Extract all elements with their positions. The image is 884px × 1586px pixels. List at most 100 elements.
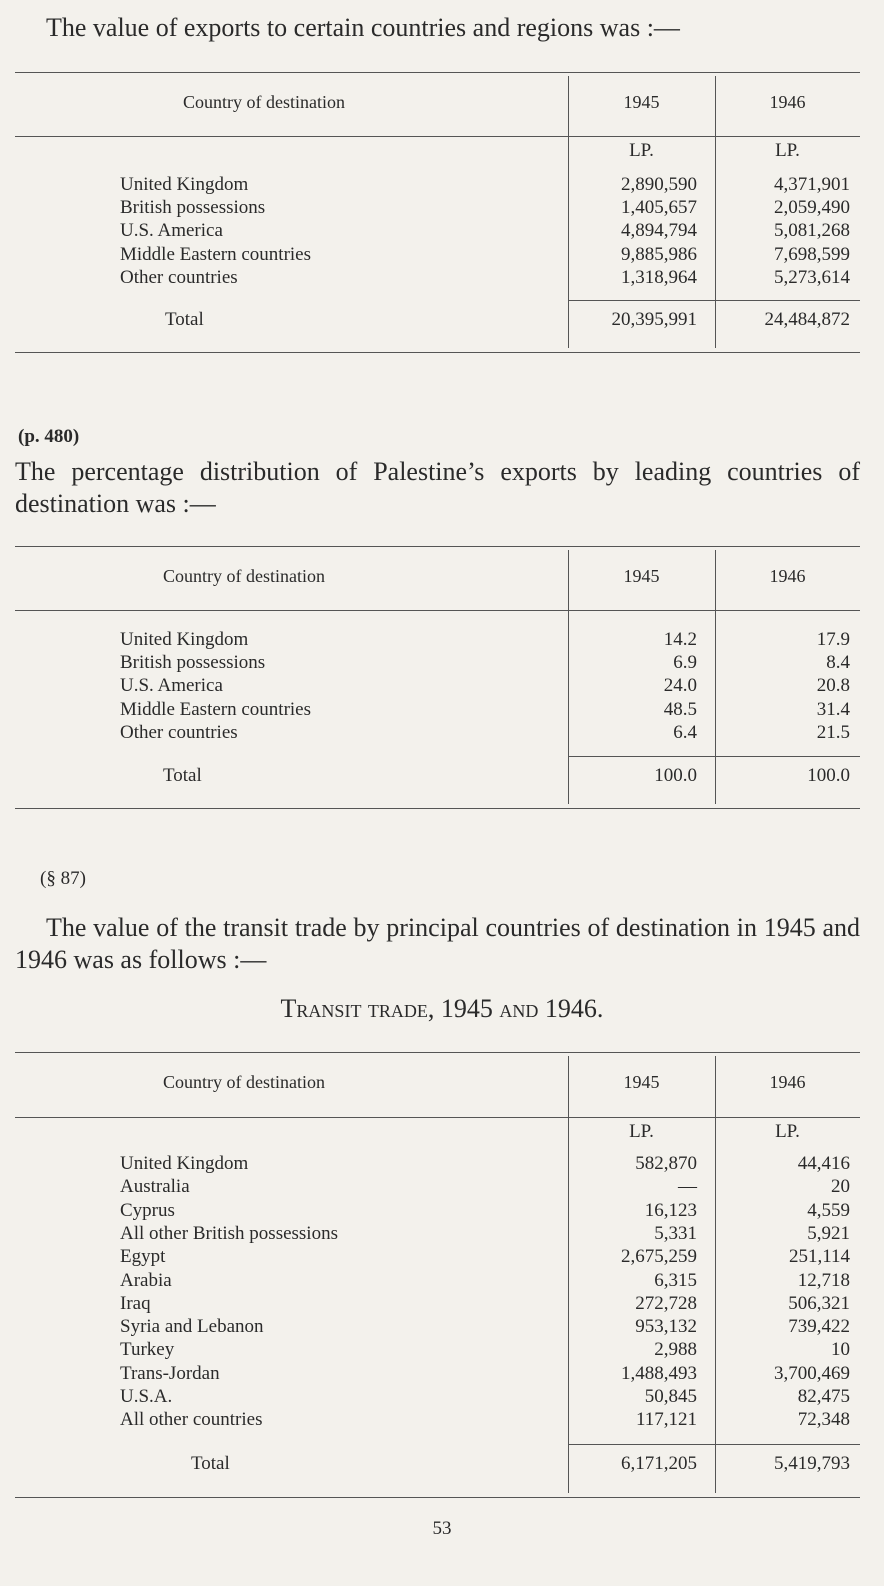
table-top-rule [15,72,860,73]
total-label: Total [163,765,202,786]
value-1945: 1,318,964 [621,266,697,288]
table-row: Syria and Lebanon 953,132 739,422 [15,1316,860,1339]
value-1945: 24.0 [663,675,697,697]
table-row: U.S.A. 50,845 82,475 [15,1386,860,1409]
country-name: United Kingdom [120,629,249,650]
column-divider [568,1056,569,1493]
value-1946: 5,273,614 [774,266,850,288]
table-title: Transit trade, 1945 and 1946. [280,994,604,1023]
header-country: Country of destination [163,566,325,586]
value-1945: 9,885,986 [621,243,697,265]
table-bottom-rule [15,1497,860,1498]
table-bottom-rule [15,808,860,809]
column-divider [568,550,569,804]
column-divider [568,76,569,348]
value-1945: 2,675,259 [621,1246,697,1268]
value-1946: 8.4 [826,652,850,674]
total-1946: 5,419,793 [774,1453,850,1474]
total-1945: 20,395,991 [611,309,698,330]
header-country: Country of destination [183,92,345,112]
value-1946: 21.5 [816,721,850,743]
value-1946: 5,921 [807,1222,850,1244]
value-1945: 6,315 [654,1269,697,1291]
country-name: Middle Eastern countries [120,698,312,720]
country-name: Turkey [120,1339,175,1361]
table-row: Arabia 6,315 12,718 [15,1270,860,1293]
table-bottom-rule [15,352,860,353]
header-1946: 1946 [769,92,806,112]
value-1946: 44,416 [797,1153,850,1174]
value-1945: 953,132 [635,1316,697,1338]
header-rule [15,1117,860,1118]
table-row: Middle Eastern countries 48.5 31.4 [15,699,860,722]
country-name: U.S. America [120,675,223,697]
value-1946: 2,059,490 [774,197,850,219]
country-name: Australia [120,1176,190,1198]
value-1946: 4,559 [807,1199,850,1221]
value-1945: 48.5 [663,698,697,720]
intro-paragraph-2: The percentage distribution of Palestine… [15,457,860,518]
value-1945: 1,488,493 [621,1362,697,1384]
table-top-rule [15,1052,860,1053]
header-1946: 1946 [769,1072,806,1092]
value-1945: 272,728 [635,1292,697,1314]
value-1946: 506,321 [788,1292,850,1314]
table-row: U.S. America 4,894,794 5,081,268 [15,220,860,243]
table-row: Other countries 6.4 21.5 [15,722,860,745]
value-1946: 739,422 [788,1316,850,1338]
table-row: Cyprus 16,123 4,559 [15,1200,860,1223]
value-1945: 6.9 [673,652,697,674]
unit-1946: LP. [775,1121,800,1142]
country-name: British possessions [120,652,266,674]
value-1946: 10 [831,1339,850,1361]
column-divider [715,550,716,804]
table-top-rule [15,546,860,547]
total-1945: 100.0 [654,765,697,786]
value-1946: 12,718 [797,1269,850,1291]
value-1945: 16,123 [644,1199,697,1221]
table-row: All other British possessions 5,331 5,921 [15,1223,860,1246]
exports-value-table: Country of destination 1945 1946 LP. LP. Unit… [15,72,860,354]
total-label: Total [191,1453,230,1474]
table-row: Trans-Jordan 1,488,493 3,700,469 [15,1363,860,1386]
value-1945: 2,988 [654,1339,697,1361]
country-name: Middle Eastern countries [120,243,312,265]
intro-paragraph-1: The value of exports to certain countrie… [46,13,680,42]
table-row: Turkey 2,988 10 [15,1339,860,1362]
table-row: All other countries 117,121 72,348 [15,1409,860,1432]
total-rule [568,756,860,757]
value-1946: 251,114 [788,1246,850,1268]
value-1945: 582,870 [635,1153,697,1174]
header-rule [15,610,860,611]
value-1946: 3,700,469 [774,1362,850,1384]
header-1945: 1945 [623,92,660,112]
table-row: British possessions 1,405,657 2,059,490 [15,197,860,220]
transit-trade-table: Country of destination 1945 1946 LP. LP. Unit… [15,1052,860,1500]
header-rule [15,136,860,137]
value-1945: 2,890,590 [621,174,697,195]
value-1945: 4,894,794 [621,220,697,242]
country-name: Other countries [120,266,238,288]
country-name: Egypt [120,1246,166,1268]
table-row: United Kingdom 582,870 44,416 [15,1153,860,1176]
value-1945: — [678,1176,697,1198]
total-rule [568,300,860,301]
total-1946: 24,484,872 [764,309,851,330]
value-1946: 72,348 [797,1409,850,1431]
section-reference: (§ 87) [40,868,86,889]
value-1946: 31.4 [816,698,850,720]
country-name: British possessions [120,197,266,219]
value-1945: 6.4 [673,721,697,743]
table-row: Egypt 2,675,259 251,114 [15,1246,860,1269]
header-1945: 1945 [623,566,660,586]
unit-1945: LP. [629,1121,654,1142]
total-label: Total [165,309,204,330]
country-name: U.S.A. [120,1386,173,1407]
country-name: Syria and Lebanon [120,1316,264,1338]
column-divider [715,76,716,348]
header-1946: 1946 [769,566,806,586]
country-name: Other countries [120,721,238,743]
country-name: Trans-Jordan [120,1362,220,1384]
header-country: Country of destination [163,1072,325,1092]
total-1945: 6,171,205 [621,1453,697,1474]
